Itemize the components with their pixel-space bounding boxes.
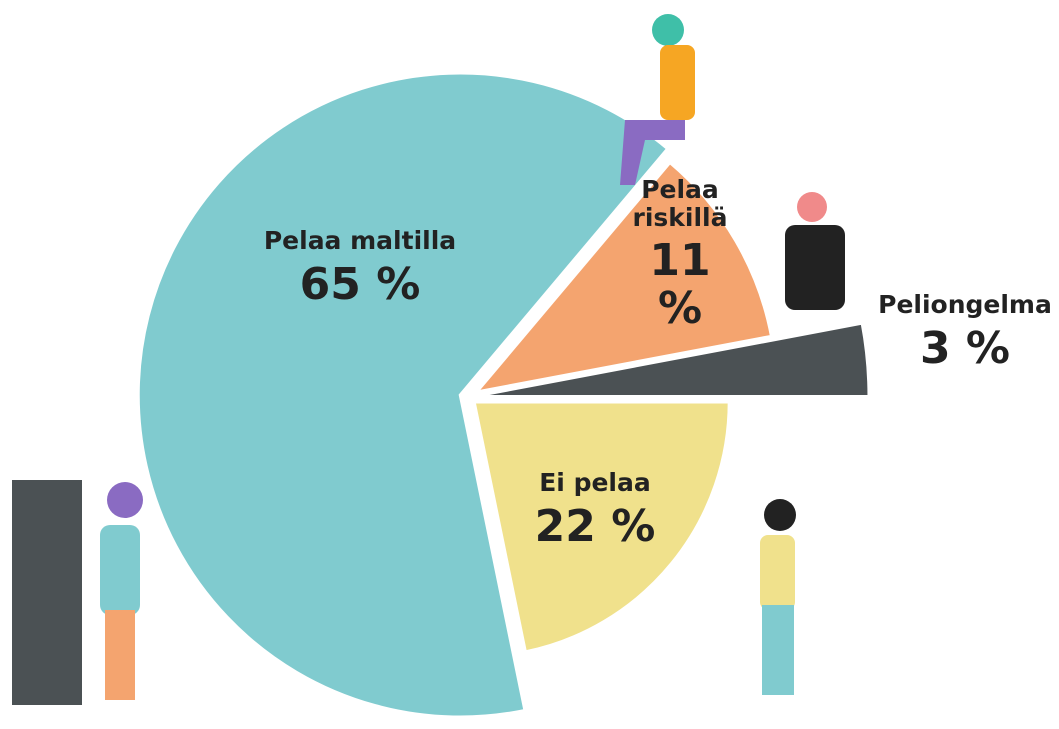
slice-name: Ei pelaa bbox=[539, 468, 651, 498]
slice-label: Pelaa riskillä 11 % bbox=[620, 176, 740, 334]
slice-value: 22 % bbox=[534, 500, 656, 552]
decor bbox=[12, 14, 845, 705]
pie-slice bbox=[473, 321, 871, 398]
slice-label: Pelaa maltilla 65 % bbox=[230, 227, 490, 309]
slice-name: Pelaa maltilla bbox=[263, 226, 457, 256]
pie-slice bbox=[472, 160, 774, 395]
slice-value: 3 % bbox=[919, 322, 1011, 374]
pie-slice bbox=[136, 71, 670, 719]
slice-name: Pelaa riskillä bbox=[632, 175, 728, 232]
pie-slice bbox=[472, 400, 731, 654]
slice-value: 65 % bbox=[299, 258, 421, 310]
slice-value: 11 % bbox=[649, 235, 711, 335]
slice-name: Peliongelma bbox=[878, 290, 1052, 320]
slice-label: Ei pelaa 22 % bbox=[495, 469, 695, 551]
slice-label: Peliongelma 3 % bbox=[865, 291, 1059, 373]
